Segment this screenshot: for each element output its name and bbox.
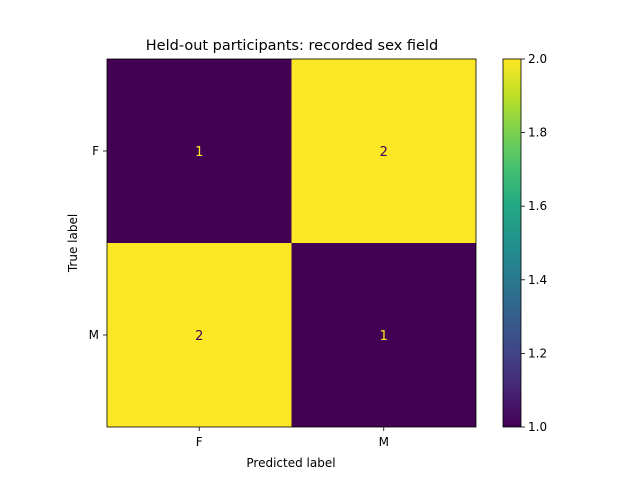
colorbar	[502, 58, 522, 428]
chart-title: Held-out participants: recorded sex fiel…	[146, 38, 438, 54]
colorbar-tick-label: 1.2	[528, 346, 547, 360]
heatmap-cell	[291, 243, 476, 427]
heatmap-cell	[107, 59, 292, 243]
cell-value-labels: 1 2 2 1	[195, 145, 388, 344]
x-axis-label: Predicted label	[246, 456, 335, 470]
cell-value-label: 1	[380, 329, 388, 344]
cell-value-label: 1	[195, 145, 203, 160]
heatmap-cell	[107, 243, 292, 427]
heatmap-cell	[291, 59, 476, 243]
y-axis-label: True label	[66, 214, 80, 273]
x-tick-label: F	[196, 435, 203, 449]
colorbar-tick-label: 1.4	[528, 273, 547, 287]
colorbar-tick-label: 1.8	[528, 126, 547, 140]
heatmap-cells	[107, 59, 476, 427]
x-tick-label: M	[379, 435, 389, 449]
colorbar-ticks: 1.0 1.2 1.4 1.6 1.8 2.0	[521, 52, 547, 434]
y-tick-label: F	[92, 144, 99, 158]
colorbar-tick-label: 2.0	[528, 52, 547, 66]
cell-value-label: 2	[380, 145, 388, 160]
colorbar-tick-label: 1.6	[528, 199, 547, 213]
colorbar-tick-label: 1.0	[528, 420, 547, 434]
y-axis-ticks: FM	[89, 144, 107, 342]
cell-value-label: 2	[195, 329, 203, 344]
matrix-frame	[106, 58, 477, 428]
y-tick-label: M	[89, 328, 99, 342]
